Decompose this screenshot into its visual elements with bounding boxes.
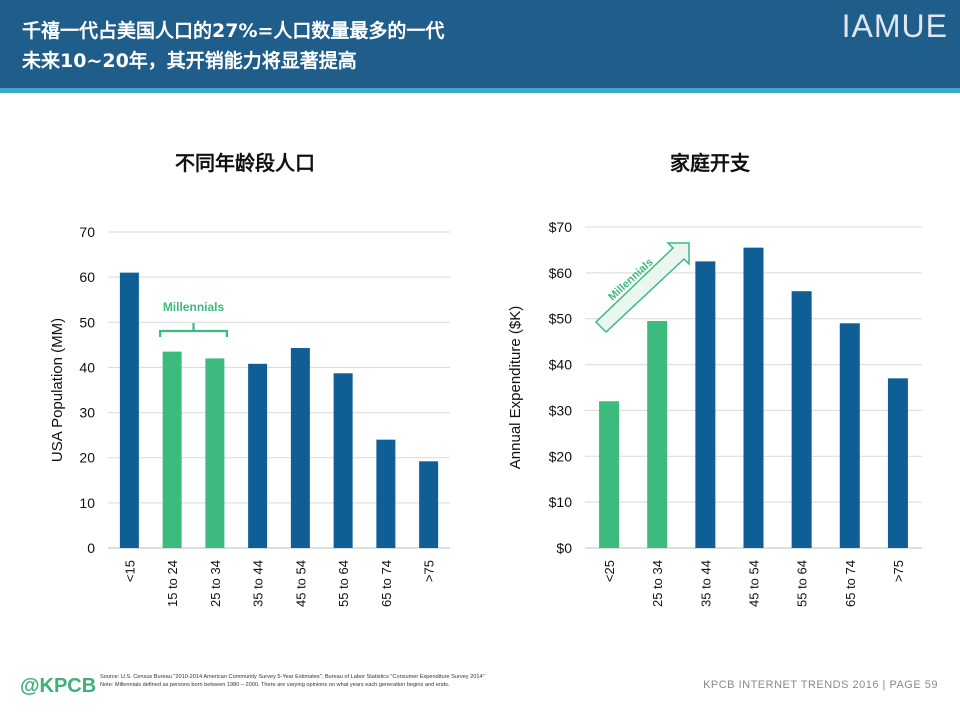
- x-tick-label: 55 to 64: [795, 560, 810, 607]
- x-tick-label: 25 to 34: [208, 560, 223, 607]
- x-tick-label: >75: [422, 560, 437, 582]
- y-tick-label: $70: [549, 219, 573, 235]
- millennials-bracket: [159, 323, 228, 337]
- x-tick-label: 45 to 54: [293, 560, 308, 607]
- expenditure-chart-title: 家庭开支: [670, 151, 750, 175]
- bar-45-to-54: [290, 348, 310, 548]
- x-tick-label: <15: [122, 560, 137, 582]
- bar-15-to-24: [162, 351, 182, 548]
- bar-35-to-44: [695, 261, 716, 548]
- y-tick-label: $40: [549, 357, 573, 373]
- definition-note: Note: Millennials defined as persons bor…: [100, 682, 450, 688]
- brand-watermark: IAMUE: [841, 8, 948, 44]
- x-tick-label: 65 to 74: [843, 560, 858, 607]
- x-tick-label: 55 to 64: [336, 560, 351, 607]
- millennials-label: Millennials: [163, 300, 225, 314]
- x-tick-label: 45 to 54: [747, 560, 762, 607]
- bar-65-to-74: [376, 439, 396, 548]
- bar-25-to-34: [647, 321, 668, 548]
- x-tick-label: 25 to 34: [650, 560, 665, 607]
- y-tick-label: $60: [549, 265, 573, 281]
- y-tick-label: $10: [549, 494, 573, 510]
- x-tick-label: 35 to 44: [698, 560, 713, 607]
- source-note: Source: U.S. Census Bureau "2010-2014 Am…: [100, 674, 485, 680]
- population-chart-title: 不同年龄段人口: [175, 151, 315, 175]
- y-tick-label: $20: [549, 448, 573, 464]
- slide-title-line1: 千禧一代占美国人口的27%=人口数量最多的一代: [22, 20, 445, 42]
- y-tick-label: 30: [79, 405, 95, 421]
- x-tick-label: 15 to 24: [165, 560, 180, 607]
- millennials-arrow: [594, 242, 690, 334]
- header-stripe: [0, 88, 960, 93]
- bar--75: [887, 378, 908, 548]
- x-tick-label: >75: [891, 560, 906, 582]
- y-tick-label: 50: [79, 314, 95, 330]
- bar-25-to-34: [205, 358, 225, 548]
- x-tick-label: 65 to 74: [379, 560, 394, 607]
- x-tick-label: <25: [602, 560, 617, 582]
- slide-title-line2: 未来10~20年，其开销能力将显著提高: [22, 50, 357, 72]
- bar-65-to-74: [839, 323, 860, 548]
- y-tick-label: 0: [87, 540, 95, 556]
- bar-45-to-54: [743, 247, 764, 548]
- x-tick-label: 35 to 44: [251, 560, 266, 607]
- y-tick-label: 60: [79, 269, 95, 285]
- y-tick-label: 40: [79, 359, 95, 375]
- y-tick-label: 20: [79, 450, 95, 466]
- bar--15: [119, 272, 139, 548]
- bar--25: [599, 401, 620, 548]
- bar-55-to-64: [791, 291, 812, 548]
- y-tick-label: $30: [549, 402, 573, 418]
- bar-35-to-44: [248, 363, 268, 548]
- y-tick-label: $0: [556, 540, 572, 556]
- header-bar: [0, 0, 960, 88]
- y-tick-label: $50: [549, 311, 573, 327]
- page-footer: KPCB INTERNET TRENDS 2016 | PAGE 59: [703, 679, 938, 691]
- y-tick-label: 70: [79, 224, 95, 240]
- y-axis-title: Annual Expenditure ($K): [507, 306, 524, 469]
- kpcb-logo: @KPCB: [20, 675, 97, 697]
- y-axis-title: USA Population (MM): [49, 318, 66, 462]
- y-tick-label: 10: [79, 495, 95, 511]
- bar--75: [419, 461, 439, 548]
- bar-55-to-64: [333, 373, 353, 548]
